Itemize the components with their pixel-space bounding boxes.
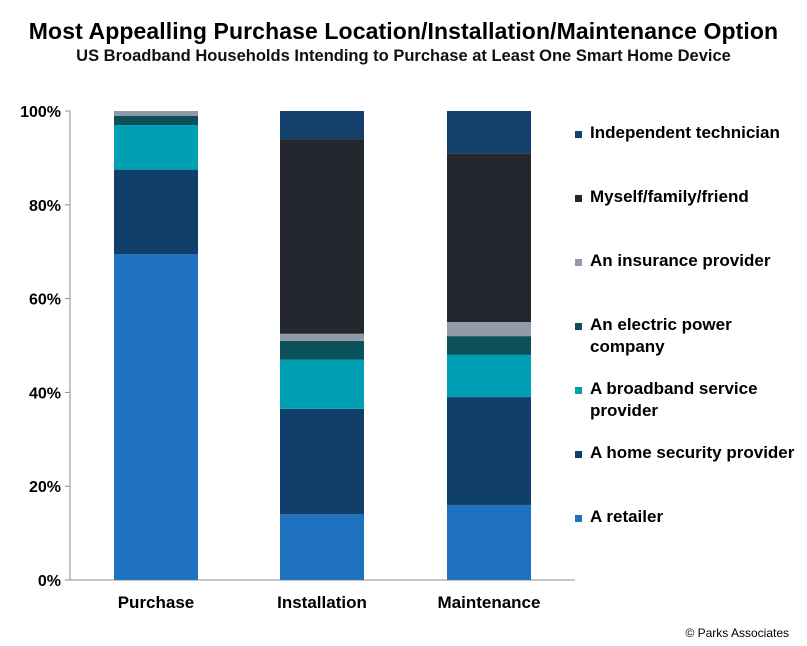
bar-segment [447,504,531,580]
legend-swatch [575,195,582,202]
legend-swatch [575,451,582,458]
legend-swatch [575,515,582,522]
y-tick-label: 80% [29,198,61,215]
copyright-credit: © Parks Associates [685,626,789,640]
legend-item: Independent technician [575,122,807,144]
legend-item: A home security provider [575,442,807,464]
legend-label: A home security provider [590,443,795,462]
chart-subtitle: US Broadband Households Intending to Pur… [76,47,731,65]
y-tick-label: 100% [20,104,61,121]
bar-segment [114,125,198,170]
bar-segment [447,354,531,398]
bar-segment [280,408,364,515]
bar-segment [447,153,531,323]
legend-item: Myself/family/friend [575,186,807,208]
legend-swatch [575,323,582,330]
bar-segment [447,397,531,505]
legend-swatch [575,387,582,394]
chart-title: Most Appealling Purchase Location/Instal… [28,18,779,44]
legend-item: A broadband service provider [575,378,807,422]
legend-label: Myself/family/friend [590,187,749,206]
legend-item: An electric power company [575,314,807,358]
y-tick-label: 0% [38,573,61,590]
bar-segment [114,254,198,581]
x-category-label: Purchase [118,593,195,612]
y-tick-label: 40% [29,385,61,402]
legend-swatch [575,131,582,138]
legend-item: An insurance provider [575,250,807,272]
bar-segment [114,111,198,116]
bar-segment [114,169,198,255]
bar-segment [447,111,531,154]
bar-segment [280,514,364,580]
legend-swatch [575,259,582,266]
legend-label: Independent technician [590,123,780,142]
bar-segment [280,333,364,341]
legend-label: A broadband service provider [590,379,758,420]
x-category-label: Maintenance [438,593,541,612]
bar-segment [280,359,364,409]
x-category-label: Installation [277,593,367,612]
y-tick-label: 20% [29,479,61,496]
legend-label: An insurance provider [590,251,771,270]
bar-segment [280,139,364,334]
bar-segment [280,111,364,140]
bar-segment [447,322,531,337]
legend-item: A retailer [575,506,807,528]
y-tick-label: 60% [29,292,61,309]
bar-segment [114,115,198,126]
legend-label: An electric power company [590,315,732,356]
bar-segment [280,340,364,360]
legend-label: A retailer [590,507,664,526]
bar-segment [447,336,531,355]
